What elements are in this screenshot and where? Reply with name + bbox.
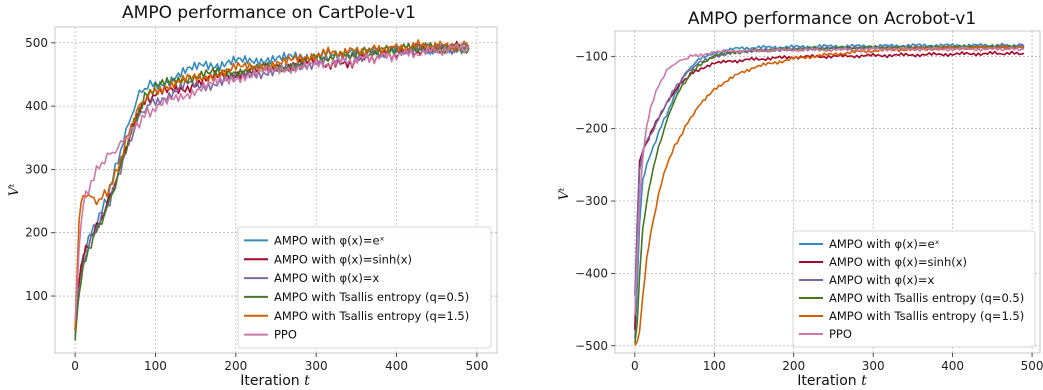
legend: AMPO with φ(x)=eˣ AMPO with φ(x)=sinh(x) A…: [792, 230, 1036, 348]
legend-label: AMPO with Tsallis entropy (q=0.5): [829, 291, 1024, 305]
series-line: [634, 46, 1025, 316]
cartpole-panel: 0 100 200 300 400 500 100 200 300 400 500 AMPO per…: [7, 3, 498, 389]
chart-title: AMPO performance on Acrobot-v1: [688, 9, 976, 29]
legend-label: AMPO with Tsallis entropy (q=1.5): [274, 309, 469, 323]
series-group: [634, 42, 1025, 346]
legend-label: AMPO with Tsallis entropy (q=1.5): [829, 309, 1024, 323]
x-tick-label: 200: [224, 359, 247, 373]
legend-label: AMPO with φ(x)=eˣ: [829, 237, 940, 251]
x-tick-label: 400: [385, 359, 408, 373]
x-tick-label: 500: [465, 359, 488, 373]
series-line: [74, 42, 469, 321]
legend-label: AMPO with φ(x)=sinh(x): [274, 252, 412, 266]
legend-label: PPO: [829, 327, 852, 341]
legend-label: AMPO with φ(x)=x: [829, 273, 934, 287]
x-tick-label: 0: [71, 359, 79, 373]
acrobot-panel: 0 100 200 300 400 500 −500 −400 −300 −200 −100 AMP…: [557, 9, 1043, 389]
x-tick-label: 500: [1021, 359, 1043, 373]
y-axis-label: Vᵗ: [7, 183, 22, 196]
legend: AMPO with φ(x)=eˣ AMPO with φ(x)=sinh(x) A…: [237, 226, 492, 349]
x-tick-label: 100: [144, 359, 167, 373]
legend-label: AMPO with φ(x)=x: [274, 271, 379, 285]
series-group: [74, 39, 470, 341]
x-axis-label: Iteration t: [240, 373, 310, 389]
x-axis-label: Iteration t: [797, 373, 867, 389]
y-tick-label: −100: [575, 49, 608, 63]
y-tick-label: −500: [575, 339, 608, 353]
chart-title: AMPO performance on CartPole-v1: [122, 3, 416, 23]
legend-label: PPO: [274, 328, 297, 342]
x-tick-label: 300: [305, 359, 328, 373]
series-line: [74, 39, 470, 330]
x-tick-label: 400: [941, 359, 964, 373]
series-line: [634, 50, 1025, 331]
legend-box: [237, 226, 492, 349]
y-tick-label: 100: [25, 289, 48, 303]
series-line: [74, 41, 470, 341]
y-tick-label: 300: [25, 162, 48, 176]
y-tick-label: −200: [575, 122, 608, 136]
x-tick-label: 100: [703, 359, 726, 373]
y-tick-label: −400: [575, 266, 608, 280]
legend-label: AMPO with φ(x)=eˣ: [274, 233, 385, 247]
y-tick-label: 400: [25, 99, 48, 113]
x-tick-label: 0: [631, 359, 639, 373]
y-tick-label: 200: [25, 226, 48, 240]
y-tick-label: −300: [575, 194, 608, 208]
legend-box: [792, 230, 1036, 348]
y-axis-label: Vᵗ: [557, 187, 572, 200]
x-tick-label: 300: [862, 359, 885, 373]
series-line: [634, 44, 1025, 344]
y-tick-label: 500: [25, 36, 48, 50]
x-tick-label: 200: [782, 359, 805, 373]
legend-label: AMPO with Tsallis entropy (q=0.5): [274, 290, 469, 304]
legend-label: AMPO with φ(x)=sinh(x): [829, 255, 967, 269]
